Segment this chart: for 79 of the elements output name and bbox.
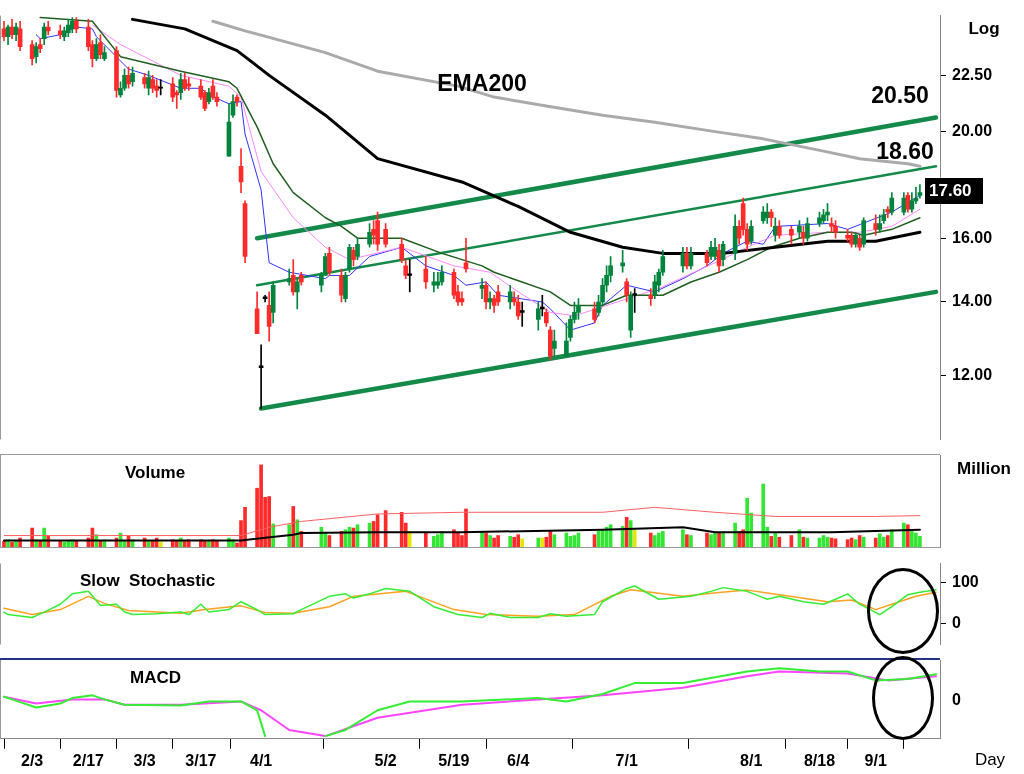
bar <box>520 538 525 548</box>
bar <box>918 536 922 548</box>
chart-title: Slow Stochastic <box>80 571 216 591</box>
bar <box>910 531 914 548</box>
bar <box>769 536 774 548</box>
bar <box>660 531 665 548</box>
bar <box>399 511 404 548</box>
bar <box>656 532 661 548</box>
bar <box>628 520 633 548</box>
x-tick-label: 3/17 <box>185 751 217 769</box>
x-tick-label: 4/1 <box>249 751 273 769</box>
bar <box>484 532 488 548</box>
bar <box>243 506 247 548</box>
bar <box>861 536 866 548</box>
bar <box>456 532 460 548</box>
y-tick-label: 20.00 <box>952 122 993 140</box>
bar <box>496 535 500 548</box>
y-tick-label: 16.00 <box>952 228 993 246</box>
y-tick-label: 12.00 <box>952 366 993 384</box>
x-tick-label: 7/1 <box>615 751 638 769</box>
y-axis-title: Million <box>957 458 1011 478</box>
bar <box>906 524 910 548</box>
bar <box>685 534 689 548</box>
bar <box>508 536 512 548</box>
bar <box>902 522 906 548</box>
bar <box>717 532 721 548</box>
annotation: EMA200 <box>437 70 527 97</box>
bar <box>885 535 890 548</box>
bar <box>652 535 657 548</box>
bar <box>432 536 436 548</box>
bar <box>516 534 521 548</box>
bar <box>689 535 693 548</box>
bar <box>877 533 882 548</box>
annotation: 20.50 <box>871 82 929 109</box>
bar <box>540 537 545 548</box>
bar <box>777 536 782 548</box>
bar <box>512 536 517 548</box>
bar <box>745 497 750 548</box>
bar <box>488 535 492 548</box>
y-axis-title: Log <box>968 19 1000 39</box>
bar <box>761 483 766 548</box>
chart-title: MACD <box>130 667 181 687</box>
x-axis-title: Day <box>974 749 1006 769</box>
bar <box>259 464 263 548</box>
y-tick-label: 22.50 <box>952 65 993 83</box>
x-tick-label: 6/4 <box>507 751 530 769</box>
annotation: 18.60 <box>876 138 934 165</box>
bar <box>158 541 163 548</box>
x-tick-label: 5/2 <box>374 751 397 769</box>
bar <box>632 529 637 548</box>
x-tick-label: 8/18 <box>803 751 836 769</box>
bar <box>492 537 496 548</box>
bar <box>705 532 709 548</box>
bar <box>709 534 713 548</box>
chart-title: Volume <box>125 462 186 482</box>
bar <box>536 537 541 548</box>
x-tick-label: 3/3 <box>133 751 156 769</box>
bar <box>914 532 918 548</box>
bar <box>291 506 296 548</box>
bar <box>873 537 878 548</box>
x-tick-label: 2/3 <box>21 751 44 769</box>
bar <box>464 508 468 548</box>
bar <box>648 532 653 548</box>
bar <box>681 529 685 548</box>
bar <box>287 524 292 548</box>
bar <box>881 536 886 548</box>
x-tick-label: 8/1 <box>740 751 763 769</box>
y-tick-label: 100 <box>952 572 979 590</box>
bar <box>423 532 428 548</box>
bar <box>544 536 549 548</box>
annotation: 17.60 <box>929 180 972 200</box>
bar <box>267 496 271 548</box>
y-tick-label: 14.00 <box>952 292 993 310</box>
x-tick-label: 9/1 <box>864 751 887 769</box>
x-tick-label: 5/19 <box>438 751 470 769</box>
bar <box>436 534 440 548</box>
x-tick-label: 2/17 <box>72 751 105 769</box>
bar <box>773 532 778 548</box>
y-tick-label: 0 <box>952 614 961 632</box>
